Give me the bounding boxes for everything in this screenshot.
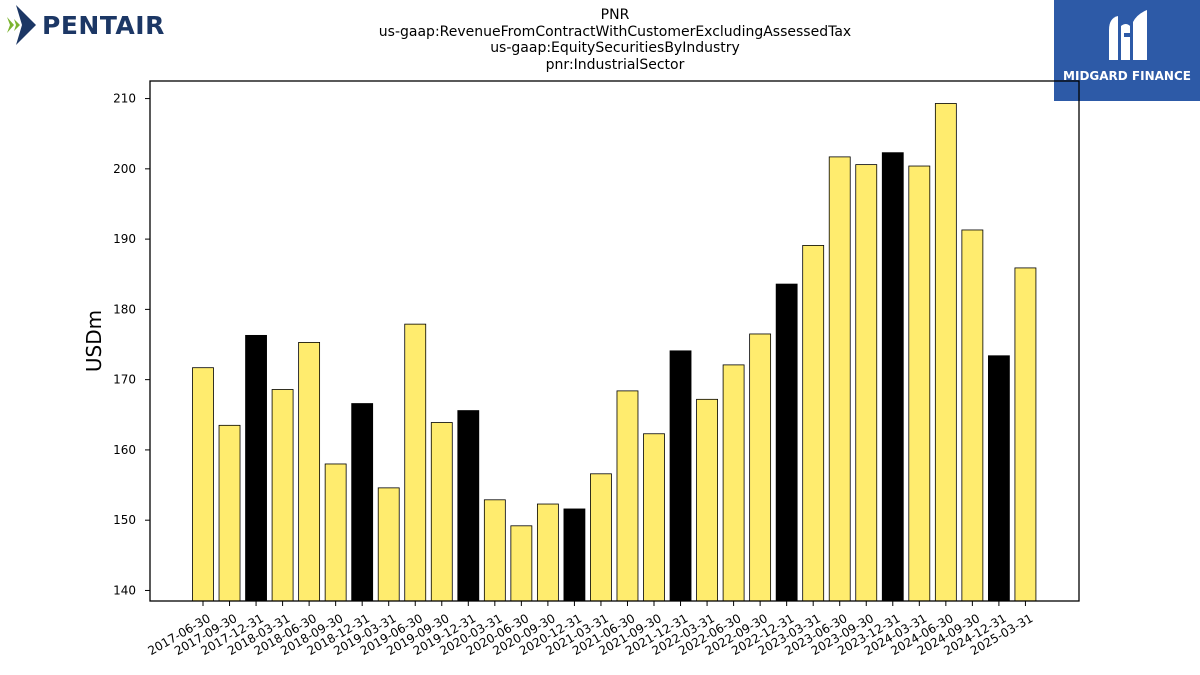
y-tick-label: 200 [113, 162, 136, 176]
title-line-ticker: PNR [600, 7, 630, 23]
chart-title: PNR us-gaap:RevenueFromContractWithCusto… [265, 7, 965, 73]
y-tick-label: 190 [113, 232, 136, 246]
pentair-wordmark: PENTAIR [42, 11, 165, 40]
bar-2018-06-30 [298, 342, 321, 602]
bar-2022-06-30 [722, 364, 745, 602]
bar-2019-09-30 [430, 422, 453, 602]
bar-2018-03-31 [271, 389, 294, 602]
plot-frame [149, 80, 1080, 602]
bar-2024-03-31 [908, 165, 931, 602]
bar-2021-09-30 [643, 433, 665, 602]
bar-2017-06-30 [192, 367, 214, 602]
y-tick-label: 210 [113, 92, 136, 106]
bar-2022-09-30 [749, 333, 772, 602]
y-axis-label: USDm [82, 310, 106, 372]
y-tick-label: 180 [113, 302, 136, 316]
title-line-concept: us-gaap:RevenueFromContractWithCustomerE… [378, 23, 852, 40]
bar-2022-03-31 [696, 398, 718, 602]
bar-2018-12-31 [351, 403, 374, 602]
bar-2017-12-31 [245, 334, 267, 602]
bar-2019-06-30 [404, 323, 427, 602]
pentair-logo: PENTAIR [4, 5, 174, 47]
bar-2024-12-31 [988, 355, 1010, 602]
bar-2020-12-31 [563, 508, 586, 602]
bar-2023-03-31 [802, 245, 825, 602]
bar-2017-09-30 [218, 424, 241, 602]
bar-2023-12-31 [881, 152, 904, 602]
bar-2019-12-31 [457, 410, 480, 602]
y-axis: 140 150 160 170 180 190 200 210 [113, 92, 150, 597]
bar-2021-06-30 [616, 390, 639, 602]
midgard-wordmark: MIDGARD FINANCE [1063, 69, 1191, 83]
bar-2018-09-30 [324, 463, 347, 602]
bar-2023-09-30 [855, 164, 878, 602]
bar-2024-06-30 [934, 103, 957, 602]
pentair-mark-icon [7, 5, 36, 45]
bar-2020-06-30 [510, 525, 533, 602]
x-axis: 2017-06-302017-09-302017-12-312018-03-31… [145, 601, 1035, 658]
y-tick-label: 140 [113, 583, 136, 597]
bar-2021-12-31 [669, 350, 692, 602]
bar-2019-03-31 [377, 487, 400, 602]
bar-2020-09-30 [536, 503, 559, 602]
bar-2021-03-31 [590, 473, 612, 602]
y-tick-label: 170 [113, 373, 136, 387]
midgard-mark-icon [1109, 10, 1147, 60]
bars-group [192, 103, 1037, 602]
y-tick-label: 150 [113, 513, 136, 527]
y-tick-label: 160 [113, 443, 136, 457]
bar-2025-03-31 [1014, 267, 1037, 602]
bar-2024-09-30 [961, 229, 984, 602]
bar-2020-03-31 [483, 499, 506, 602]
midgard-finance-logo: MIDGARD FINANCE [1054, 0, 1200, 101]
title-line-member: pnr:IndustrialSector [545, 56, 685, 73]
bar-2023-06-30 [828, 156, 851, 602]
bar-2022-12-31 [775, 283, 798, 602]
title-line-axis: us-gaap:EquitySecuritiesByIndustry [490, 40, 740, 56]
